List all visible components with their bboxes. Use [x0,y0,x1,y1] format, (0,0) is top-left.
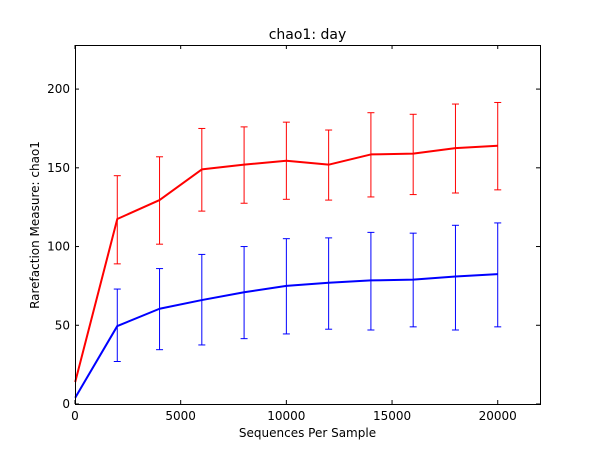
series-line [74,273,498,399]
ticks-layer: 0 5000 10000 15000 20000 0 50 100 150 200 [47,45,540,423]
y-axis-label: Rarefaction Measure: chao1 [28,141,42,309]
x-axis-label: Sequences Per Sample [239,426,376,440]
x-tick-label: 10000 [267,409,305,423]
x-tick-label: 0 [71,409,79,423]
chart-title: chao1: day [269,27,347,43]
y-tick-label: 50 [55,318,70,332]
y-tick-label: 100 [47,240,70,254]
x-tick-label: 15000 [373,409,411,423]
y-tick-label: 200 [47,82,70,96]
plot-frame [75,45,541,405]
x-tick-label: 20000 [479,409,517,423]
series-0 [74,101,502,383]
series-1 [74,222,502,399]
x-tick-label: 5000 [165,409,196,423]
y-tick-label: 150 [47,161,70,175]
series-layer [74,101,502,399]
y-tick-label: 0 [62,397,70,411]
series-line [74,144,498,383]
